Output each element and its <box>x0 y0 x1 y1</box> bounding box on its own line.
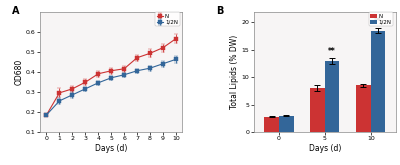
Text: **: ** <box>374 17 382 26</box>
Text: B: B <box>216 5 224 16</box>
Legend: N, 1/2N: N, 1/2N <box>155 12 180 26</box>
Y-axis label: OD680: OD680 <box>14 59 23 85</box>
Legend: N, 1/2N: N, 1/2N <box>368 12 393 26</box>
Text: **: ** <box>328 47 336 56</box>
X-axis label: Days (d): Days (d) <box>95 144 127 153</box>
Bar <box>264 117 279 132</box>
Bar <box>325 61 340 132</box>
Bar <box>310 88 325 132</box>
Text: A: A <box>12 5 19 16</box>
Bar <box>279 115 294 132</box>
Bar <box>371 31 386 132</box>
X-axis label: Days (d): Days (d) <box>309 144 341 153</box>
Y-axis label: Total Lipids (% DW): Total Lipids (% DW) <box>230 35 239 109</box>
Bar <box>356 85 371 132</box>
